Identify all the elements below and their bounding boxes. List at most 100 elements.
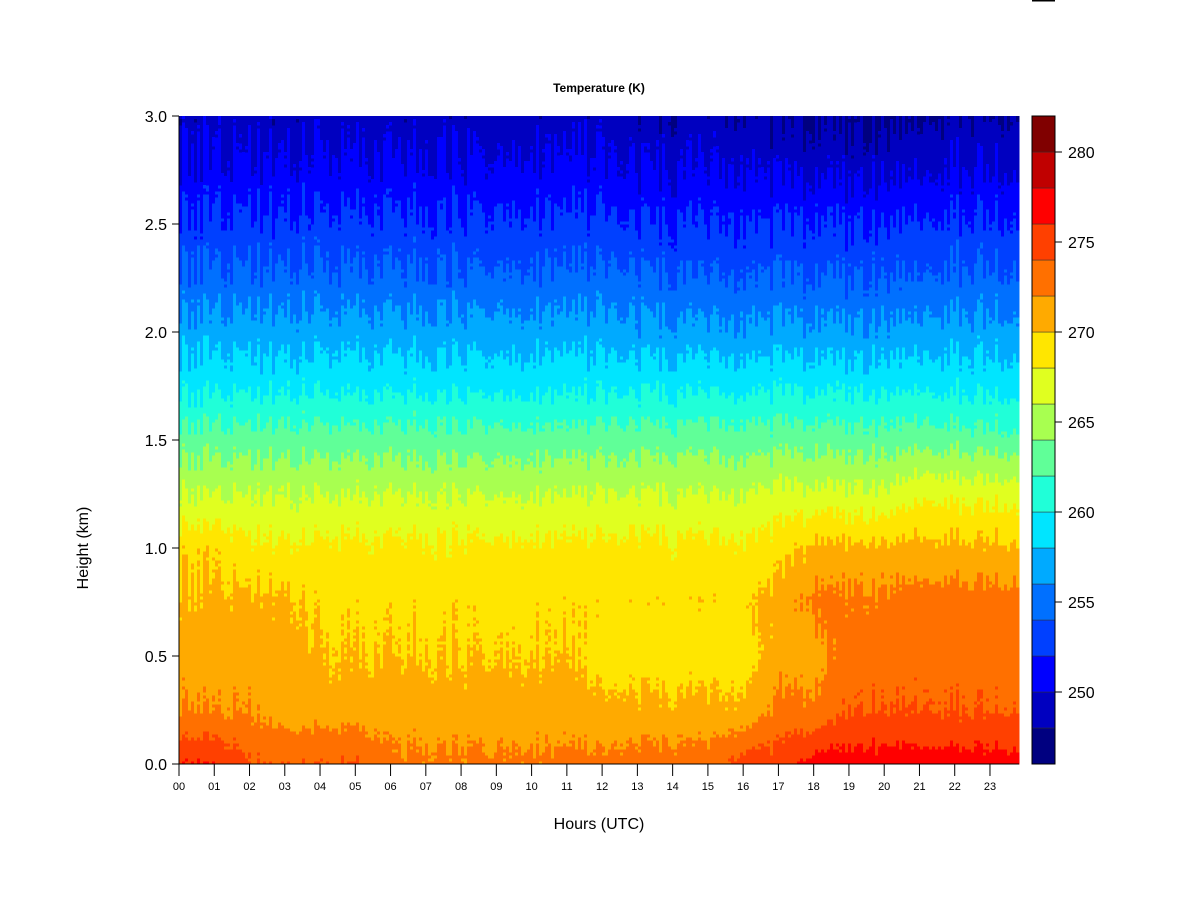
heatmap-cell bbox=[410, 746, 414, 750]
heatmap-cell bbox=[821, 455, 825, 483]
heatmap-cell bbox=[251, 431, 255, 471]
heatmap-cell bbox=[719, 500, 723, 546]
heatmap-cell bbox=[455, 743, 459, 765]
heatmap-cell bbox=[791, 566, 795, 690]
heatmap-cell bbox=[257, 128, 261, 189]
heatmap-cell bbox=[668, 179, 672, 183]
heatmap-cell bbox=[503, 359, 507, 402]
heatmap-cell bbox=[662, 524, 666, 603]
heatmap-cell bbox=[215, 248, 219, 255]
heatmap-cell bbox=[800, 593, 804, 600]
heatmap-cell bbox=[266, 542, 270, 594]
heatmap-cell bbox=[305, 500, 309, 546]
heatmap-cell bbox=[191, 209, 195, 252]
heatmap-cell bbox=[242, 266, 246, 315]
heatmap-cell bbox=[701, 389, 705, 417]
heatmap-cell bbox=[632, 389, 636, 420]
heatmap-cell bbox=[179, 536, 183, 603]
heatmap-cell bbox=[698, 731, 702, 735]
heatmap-cell bbox=[455, 614, 459, 621]
heatmap-cell bbox=[686, 449, 690, 489]
heatmap-cell bbox=[815, 212, 819, 264]
heatmap-cell bbox=[656, 419, 660, 447]
heatmap-cell bbox=[740, 215, 744, 270]
heatmap-cell bbox=[530, 743, 534, 765]
heatmap-cell bbox=[470, 650, 474, 657]
heatmap-cell bbox=[575, 314, 579, 318]
heatmap-cell bbox=[305, 626, 309, 729]
heatmap-cell bbox=[476, 536, 480, 621]
heatmap-cell bbox=[647, 602, 651, 606]
heatmap-cell bbox=[248, 125, 252, 189]
heatmap-cell bbox=[497, 155, 501, 204]
heatmap-cell bbox=[782, 737, 786, 741]
heatmap-cell bbox=[371, 368, 375, 405]
heatmap-cell bbox=[596, 383, 600, 387]
heatmap-cell bbox=[182, 449, 186, 480]
heatmap-cell bbox=[488, 668, 492, 672]
heatmap-cell bbox=[743, 431, 747, 468]
heatmap-cell bbox=[740, 395, 744, 420]
heatmap-cell bbox=[644, 203, 648, 261]
heatmap-cell bbox=[257, 338, 261, 342]
heatmap-cell bbox=[515, 497, 519, 501]
heatmap-cell bbox=[419, 350, 423, 396]
heatmap-cell bbox=[731, 161, 735, 165]
heatmap-cell bbox=[362, 254, 366, 258]
heatmap-cell bbox=[503, 758, 507, 762]
heatmap-cell bbox=[374, 491, 378, 531]
heatmap-cell bbox=[611, 488, 615, 534]
heatmap-cell bbox=[548, 623, 552, 627]
heatmap-cell bbox=[311, 164, 315, 168]
heatmap-cell bbox=[488, 425, 492, 468]
heatmap-cell bbox=[380, 278, 384, 321]
heatmap-cell bbox=[581, 749, 585, 765]
heatmap-cell bbox=[254, 362, 258, 366]
heatmap-cell bbox=[695, 395, 699, 423]
heatmap-cell bbox=[833, 227, 837, 234]
heatmap-cell bbox=[536, 125, 540, 189]
heatmap-cell bbox=[425, 140, 429, 144]
heatmap-cell bbox=[341, 452, 345, 489]
heatmap-cell bbox=[317, 239, 321, 243]
heatmap-cell bbox=[716, 263, 720, 309]
heatmap-cell bbox=[236, 347, 240, 393]
heatmap-cell bbox=[287, 380, 291, 387]
heatmap-cell bbox=[788, 734, 792, 738]
heatmap-cell bbox=[467, 533, 471, 606]
heatmap-cell bbox=[818, 596, 822, 609]
heatmap-cell bbox=[764, 116, 768, 173]
heatmap-cell bbox=[554, 656, 558, 747]
heatmap-cell bbox=[764, 356, 768, 393]
heatmap-cell bbox=[521, 542, 525, 546]
heatmap-cell bbox=[299, 161, 303, 168]
heatmap-cell bbox=[269, 191, 273, 243]
heatmap-cell bbox=[566, 269, 570, 318]
heatmap-cell bbox=[587, 755, 591, 765]
heatmap-cell bbox=[782, 140, 786, 186]
heatmap-cell bbox=[623, 116, 627, 179]
heatmap-cell bbox=[197, 518, 201, 522]
heatmap-cell bbox=[326, 257, 330, 261]
heatmap-cell bbox=[608, 458, 612, 462]
heatmap-cell bbox=[809, 365, 813, 369]
heatmap-cell bbox=[833, 236, 837, 279]
heatmap-cell bbox=[656, 596, 660, 600]
heatmap-cell bbox=[755, 182, 759, 234]
heatmap-cell bbox=[359, 497, 363, 501]
heatmap-cell bbox=[845, 251, 849, 300]
heatmap-cell bbox=[626, 116, 630, 164]
heatmap-cell bbox=[722, 272, 726, 276]
heatmap-cell bbox=[377, 206, 381, 210]
heatmap-cell bbox=[704, 740, 708, 765]
heatmap-cell bbox=[356, 341, 360, 387]
heatmap-cell bbox=[536, 620, 540, 642]
heatmap-cell bbox=[800, 545, 804, 594]
heatmap-cell bbox=[842, 710, 846, 744]
heatmap-cell bbox=[677, 353, 681, 390]
heatmap-cell bbox=[350, 308, 354, 351]
heatmap-cell bbox=[824, 590, 828, 621]
heatmap-cell bbox=[704, 353, 708, 357]
heatmap-cell bbox=[479, 350, 483, 390]
heatmap-cell bbox=[332, 116, 336, 155]
